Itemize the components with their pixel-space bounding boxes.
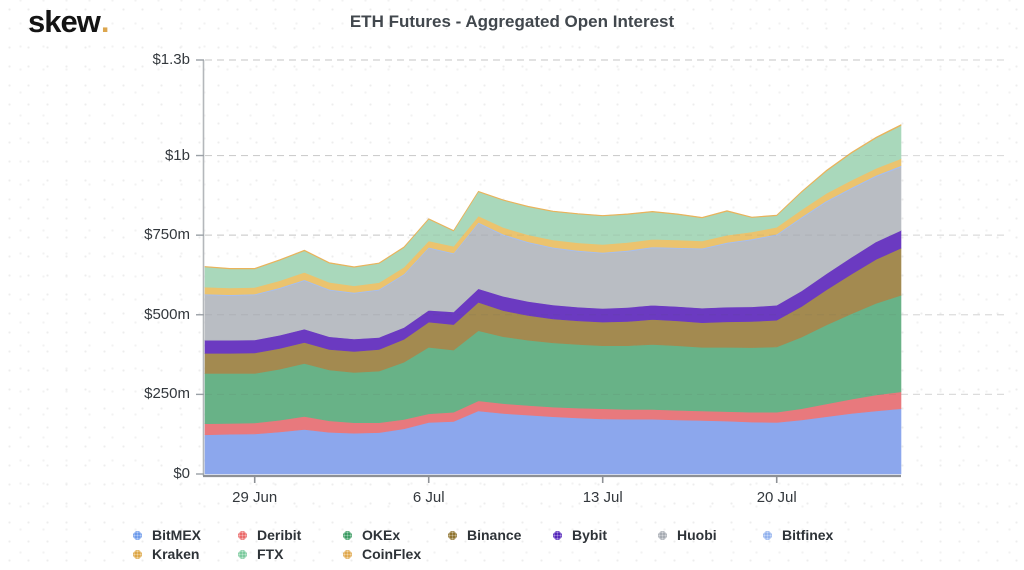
legend-label: BitMEX <box>152 527 201 543</box>
legend-item-huobi[interactable]: Huobi <box>658 526 717 544</box>
legend-item-bybit[interactable]: Bybit <box>553 526 607 544</box>
legend-item-kraken[interactable]: Kraken <box>133 545 199 563</box>
legend-dot <box>658 530 667 540</box>
legend-dot <box>238 530 247 540</box>
legend-label: FTX <box>257 546 284 562</box>
legend-dot <box>553 530 562 540</box>
legend-label: Huobi <box>677 527 717 543</box>
legend-label: Bybit <box>572 527 607 543</box>
legend-item-coinflex[interactable]: CoinFlex <box>343 545 421 563</box>
legend-label: Kraken <box>152 546 200 562</box>
legend-dot <box>238 549 247 559</box>
legend-dot <box>133 530 142 540</box>
legend-item-ftx[interactable]: FTX <box>238 545 283 563</box>
legend-dot <box>343 549 352 559</box>
legend-dot <box>343 530 352 540</box>
legend-label: OKEx <box>362 527 401 543</box>
area-series-coinflex <box>204 124 902 270</box>
legend-item-binance[interactable]: Binance <box>448 526 521 544</box>
legend-label: Binance <box>467 527 522 543</box>
legend-dot <box>763 530 772 540</box>
skew-logo-text: skew <box>28 4 101 39</box>
legend-label: Bitfinex <box>782 527 834 543</box>
legend-dot <box>133 549 142 559</box>
legend-item-bitfinex[interactable]: Bitfinex <box>763 526 833 544</box>
legend-label: CoinFlex <box>362 546 422 562</box>
legend-item-okex[interactable]: OKEx <box>343 526 400 544</box>
skew-logo: skew. <box>28 4 110 40</box>
chart-title: ETH Futures - Aggregated Open Interest <box>349 12 675 31</box>
legend-item-deribit[interactable]: Deribit <box>238 526 301 544</box>
legend-label: Deribit <box>257 527 302 543</box>
legend-dot <box>448 530 457 540</box>
legend-item-bitmex[interactable]: BitMEX <box>133 526 201 544</box>
skew-logo-dot: . <box>100 4 110 39</box>
